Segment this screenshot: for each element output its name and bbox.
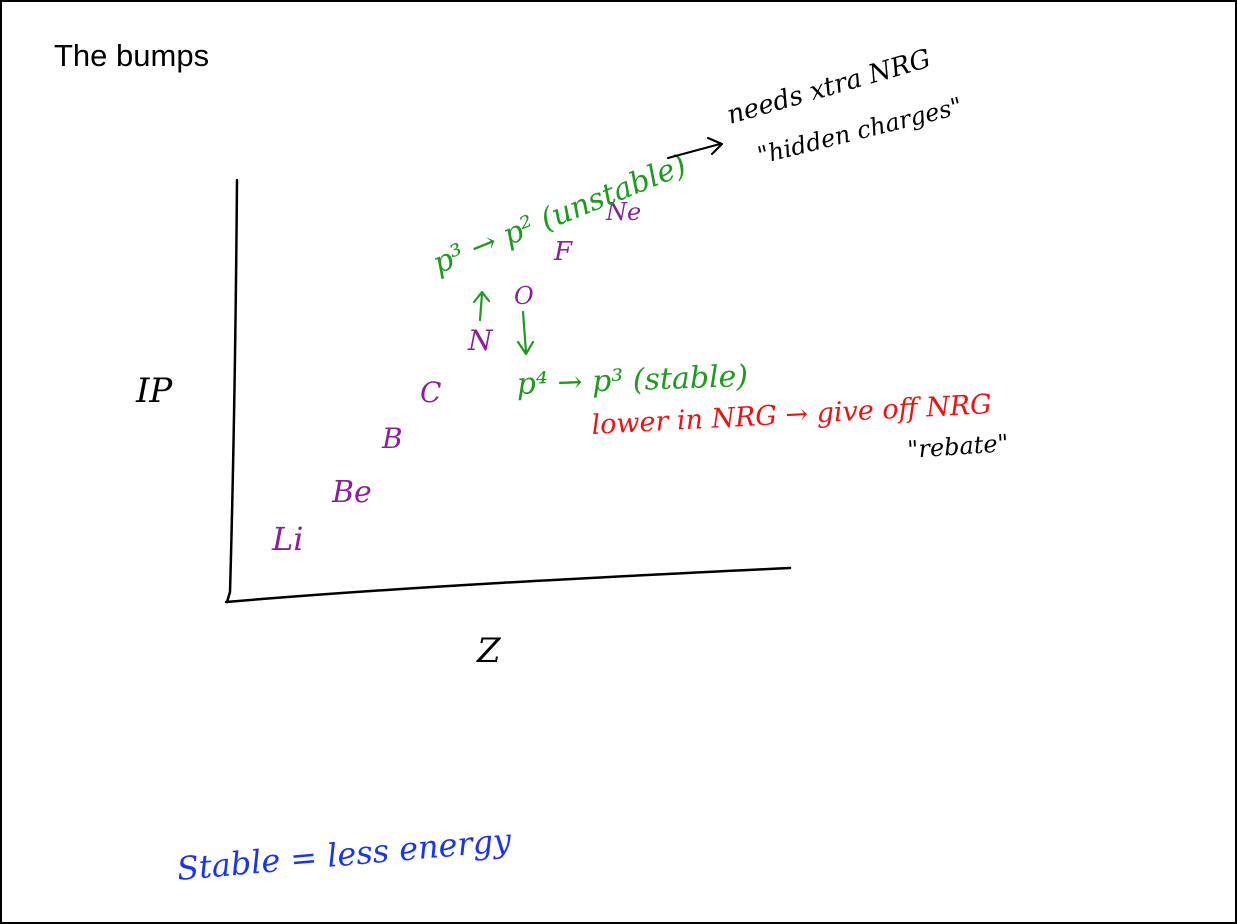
down-arrowhead-icon <box>516 340 535 356</box>
note-rebate: "rebate" <box>906 429 1009 464</box>
note-p4-to-p3: p⁴ → p³ (stable) <box>516 359 749 402</box>
element-b: B <box>381 422 403 455</box>
y-axis-line <box>225 178 239 604</box>
right-arrow-icon <box>666 142 722 160</box>
up-arrowhead-icon <box>472 290 491 304</box>
slide-title: The bumps <box>54 38 210 73</box>
element-be: Be <box>331 475 372 510</box>
x-axis-label: Z <box>476 631 502 671</box>
element-ne: Ne <box>605 198 641 226</box>
up-arrow-icon <box>478 292 484 322</box>
element-c: C <box>420 376 441 409</box>
y-axis-label: IP <box>135 371 173 411</box>
element-li: Li <box>271 520 303 558</box>
element-o: O <box>514 282 534 310</box>
right-arrowhead-icon <box>706 136 724 156</box>
note-stable-less-energy: Stable = less energy <box>175 821 513 888</box>
element-n: N <box>467 324 494 357</box>
x-axis-line <box>224 566 792 604</box>
element-f: F <box>553 237 573 267</box>
down-arrow-icon <box>521 310 528 354</box>
